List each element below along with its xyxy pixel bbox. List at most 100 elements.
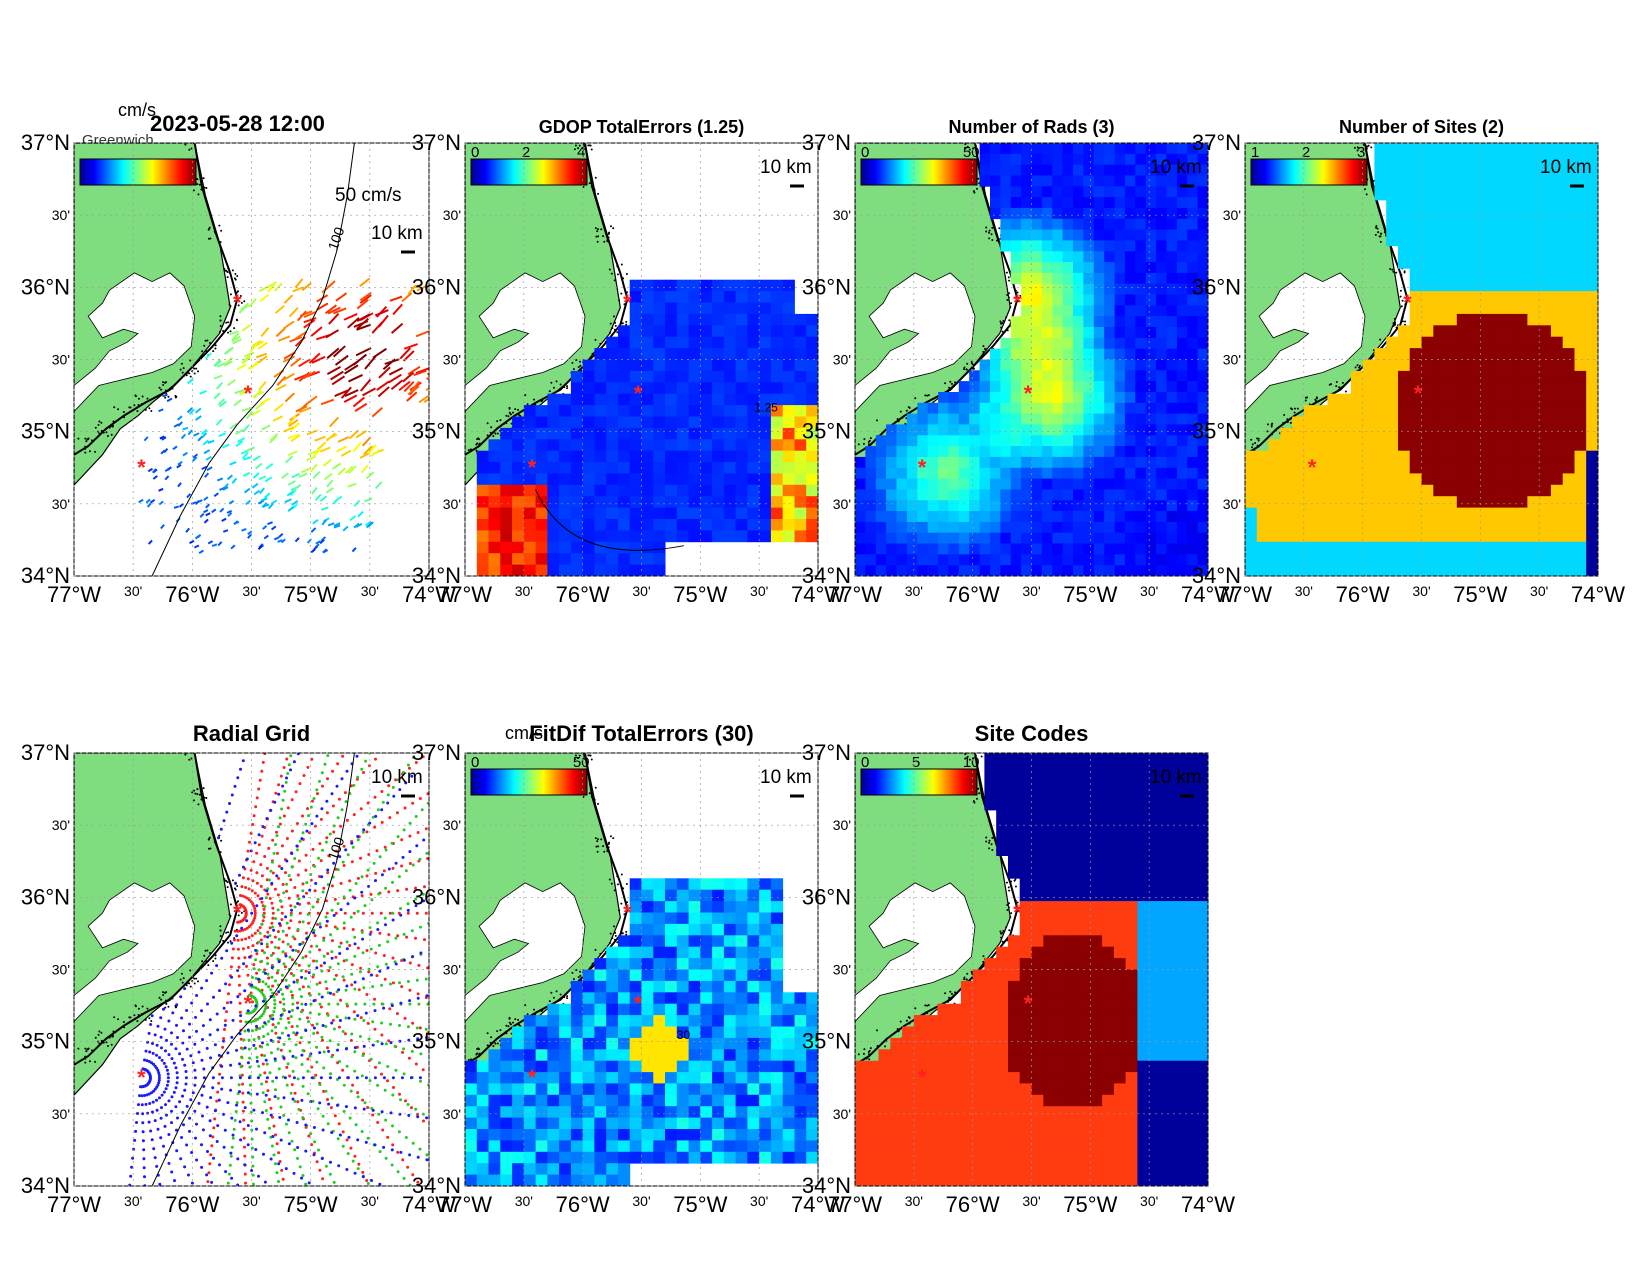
shore-speck bbox=[194, 748, 196, 750]
nsites-cell bbox=[1350, 405, 1364, 417]
nsites-cell bbox=[1398, 256, 1411, 269]
shore-speck bbox=[1358, 365, 1361, 368]
nrads-cell bbox=[938, 435, 949, 447]
gdop-cell bbox=[735, 416, 748, 429]
nsites-cell bbox=[1550, 325, 1564, 338]
nsites-cell bbox=[1539, 165, 1552, 178]
nrads-cell bbox=[990, 521, 1001, 534]
shore-speck bbox=[203, 344, 206, 347]
radial-grid-point bbox=[281, 883, 285, 886]
gdop-cell bbox=[582, 496, 595, 508]
nrads-cell bbox=[1114, 424, 1126, 436]
nrads-cell bbox=[1197, 521, 1208, 534]
nsites-cell bbox=[1456, 348, 1469, 360]
nsites-cell bbox=[1492, 234, 1505, 246]
nrads-cell bbox=[1000, 229, 1012, 241]
nsites-cell bbox=[1562, 325, 1575, 338]
nrads-cell bbox=[1000, 435, 1012, 447]
current-vector bbox=[327, 306, 341, 315]
current-vector bbox=[251, 482, 259, 489]
nsites-cell bbox=[1562, 154, 1575, 167]
current-vector bbox=[363, 445, 373, 456]
shore-speck bbox=[620, 292, 623, 295]
radial-grid-point bbox=[247, 887, 251, 891]
nrads-cell bbox=[1104, 402, 1115, 414]
gdop-cell bbox=[688, 359, 701, 372]
nsites-cell bbox=[1503, 336, 1517, 349]
nrads-cell bbox=[1093, 164, 1105, 176]
nrads-cell bbox=[1135, 413, 1147, 425]
gdop-cell bbox=[665, 291, 678, 303]
current-vector bbox=[199, 389, 207, 395]
radial-grid-point bbox=[282, 962, 286, 966]
radial-grid-point bbox=[406, 980, 410, 983]
current-vector bbox=[335, 292, 348, 302]
nrads-cell bbox=[1000, 175, 1012, 187]
nsites-cell bbox=[1456, 416, 1469, 429]
shore-speck bbox=[136, 1020, 139, 1023]
current-vector bbox=[143, 436, 149, 442]
lon-tick-label: 30' bbox=[1140, 583, 1158, 599]
nrads-cell bbox=[1176, 446, 1188, 458]
gdop-cell bbox=[653, 370, 666, 383]
units-label: cm/s bbox=[118, 100, 156, 120]
radial-grid-point bbox=[366, 1021, 370, 1025]
nrads-cell bbox=[1052, 500, 1064, 512]
gdop-cell bbox=[629, 348, 642, 360]
gdop-cell bbox=[806, 359, 818, 372]
gdop-cell bbox=[653, 325, 666, 338]
lat-tick-label: 34°N bbox=[412, 563, 461, 588]
radial-grid-point bbox=[285, 921, 289, 925]
nrads-cell bbox=[1021, 381, 1032, 393]
gdop-cell bbox=[723, 370, 737, 383]
shore-speck bbox=[237, 914, 240, 917]
nsites-cell bbox=[1574, 154, 1587, 167]
nrads-cell bbox=[886, 511, 897, 523]
nrads-cell bbox=[1104, 554, 1115, 566]
nsites-cell bbox=[1562, 245, 1575, 258]
radial-grid-point bbox=[330, 1096, 334, 1100]
gdop-cell bbox=[547, 530, 560, 543]
current-vector bbox=[326, 433, 338, 441]
nrads-cell bbox=[1021, 348, 1032, 360]
nsites-cell bbox=[1445, 279, 1458, 292]
shore-speck bbox=[974, 147, 977, 150]
nrads-cell bbox=[948, 478, 960, 490]
shore-speck bbox=[966, 370, 969, 373]
radial-grid-point bbox=[366, 1136, 370, 1140]
radial-grid-point bbox=[238, 1001, 242, 1005]
nrads-cell bbox=[1166, 316, 1178, 328]
nsites-cell bbox=[1480, 393, 1493, 406]
radial-grid-point bbox=[237, 974, 241, 978]
radial-grid-point bbox=[394, 778, 398, 782]
nrads-cell bbox=[855, 543, 866, 555]
radial-grid-point bbox=[398, 981, 401, 985]
shore-speck bbox=[489, 431, 492, 434]
nsites-cell bbox=[1492, 154, 1505, 167]
nsites-cell bbox=[1398, 484, 1411, 497]
nsites-cell bbox=[1468, 200, 1481, 212]
current-vector bbox=[308, 352, 321, 364]
nrads-cell bbox=[886, 521, 897, 534]
nrads-cell bbox=[1062, 283, 1074, 295]
radial-grid-point bbox=[255, 851, 259, 855]
radial-grid-point bbox=[300, 1002, 304, 1006]
nsites-cell bbox=[1480, 336, 1493, 349]
nrads-cell bbox=[979, 424, 991, 436]
nsites-cell bbox=[1574, 234, 1587, 246]
nsites-cell bbox=[1480, 370, 1493, 383]
nsites-cell bbox=[1562, 564, 1575, 576]
shore-speck bbox=[1393, 317, 1396, 320]
current-vector bbox=[407, 365, 421, 376]
nrads-cell bbox=[1124, 554, 1136, 566]
nrads-cell bbox=[1052, 435, 1064, 447]
radial-grid-point bbox=[255, 796, 259, 800]
nsites-cell bbox=[1527, 439, 1540, 452]
nsites-cell bbox=[1268, 519, 1281, 531]
nsites-cell bbox=[1409, 177, 1422, 189]
current-vector bbox=[258, 380, 267, 391]
radial-grid-point bbox=[249, 991, 253, 995]
nrads-cell bbox=[1166, 446, 1178, 458]
radial-grid-point bbox=[247, 1047, 251, 1051]
shore-speck bbox=[867, 443, 870, 446]
